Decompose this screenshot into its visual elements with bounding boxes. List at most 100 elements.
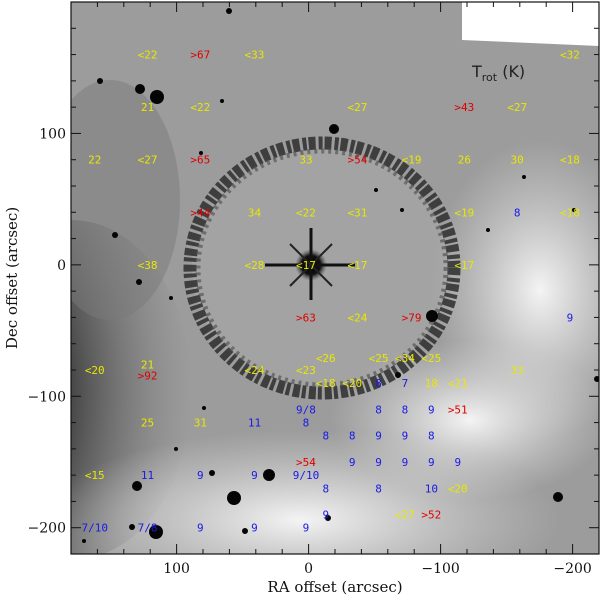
temperature-label: <22 bbox=[296, 206, 316, 219]
temperature-label: 8 bbox=[402, 403, 409, 416]
x-tick-label: −100 bbox=[421, 561, 459, 577]
dark-lane-left-upper bbox=[71, 80, 180, 320]
temperature-label: 8 bbox=[428, 430, 435, 443]
temperature-label: 9 bbox=[251, 522, 258, 535]
temperature-label: <27 bbox=[395, 509, 415, 522]
temperature-label: 9 bbox=[402, 456, 409, 469]
colorbar-key-label: Trot (K) bbox=[471, 62, 525, 84]
temperature-label: <25 bbox=[369, 352, 389, 365]
temperature-label: 9 bbox=[375, 456, 382, 469]
temperature-label: 11 bbox=[141, 469, 154, 482]
temperature-label: 9 bbox=[322, 509, 329, 522]
temperature-label: 10 bbox=[425, 482, 438, 495]
temperature-label: 9 bbox=[349, 456, 356, 469]
temperature-label: <32 bbox=[560, 49, 580, 62]
field-stars bbox=[82, 8, 599, 543]
temperature-label: 9 bbox=[428, 403, 435, 416]
temperature-label: 9 bbox=[375, 430, 382, 443]
temperature-label: 9 bbox=[251, 469, 258, 482]
temperature-label: <21 bbox=[448, 377, 468, 390]
temperature-label: <20 bbox=[448, 482, 468, 495]
temperature-label: <24 bbox=[245, 364, 265, 377]
blank-corner bbox=[462, 2, 599, 46]
temperature-label: 18 bbox=[425, 377, 438, 390]
temperature-label: <38 bbox=[138, 259, 158, 272]
temperature-label: <19 bbox=[454, 206, 474, 219]
key-unit: (K) bbox=[497, 62, 525, 81]
axis-tick-labels: 100 0 −100 −200 100 0 −100 −200 bbox=[28, 126, 592, 577]
temperature-label: 8 bbox=[375, 377, 382, 390]
y-axis-title: Dec offset (arcsec) bbox=[3, 207, 21, 349]
temperature-labels: <22 >67 <33 <32 21 <22 <27 >43 <27 22 <27 >65 33 >54 <… bbox=[82, 49, 580, 535]
temperature-label: <18 bbox=[560, 206, 580, 219]
y-tick-label: 0 bbox=[57, 258, 66, 274]
temperature-label: <18 bbox=[560, 154, 580, 167]
key-symbol: T bbox=[471, 62, 482, 81]
temperature-label: <31 bbox=[348, 206, 368, 219]
temperature-label: >92 bbox=[138, 369, 158, 382]
temperature-label: 8 bbox=[303, 417, 310, 430]
nebula-shell bbox=[183, 136, 461, 400]
key-subscript: rot bbox=[482, 71, 498, 84]
temperature-label: 8 bbox=[322, 430, 329, 443]
temperature-label: 11 bbox=[248, 417, 261, 430]
bright-region-lower-right bbox=[330, 340, 599, 500]
y-tick-label: −200 bbox=[28, 521, 66, 537]
temperature-label: <15 bbox=[85, 469, 105, 482]
temperature-label: 7/8 bbox=[138, 522, 158, 535]
temperature-label: 8 bbox=[375, 482, 382, 495]
temperature-label: <33 bbox=[245, 49, 265, 62]
temperature-label: >67 bbox=[190, 49, 210, 62]
temperature-label: 9 bbox=[402, 430, 409, 443]
x-tick-label: 0 bbox=[304, 561, 313, 577]
temperature-label: <22 bbox=[190, 101, 210, 114]
temperature-label: 9 bbox=[567, 311, 574, 324]
temperature-label: 21 bbox=[141, 101, 154, 114]
temperature-label: >79 bbox=[402, 311, 422, 324]
temperature-label: >52 bbox=[421, 509, 441, 522]
temperature-label: <22 bbox=[138, 49, 158, 62]
temperature-label: <17 bbox=[348, 259, 368, 272]
temperature-label: 26 bbox=[458, 154, 471, 167]
nebula-shell-inner bbox=[195, 148, 449, 388]
temperature-label: 8 bbox=[349, 430, 356, 443]
temperature-label: <23 bbox=[296, 364, 316, 377]
temperature-label: <20 bbox=[342, 377, 362, 390]
temperature-label: 33 bbox=[299, 154, 312, 167]
x-tick-label: 100 bbox=[163, 561, 190, 577]
temperature-label: <34 bbox=[395, 352, 415, 365]
temperature-label: <27 bbox=[138, 154, 158, 167]
temperature-label: >44 bbox=[190, 206, 210, 219]
temperature-label: <19 bbox=[402, 154, 422, 167]
temperature-label: >51 bbox=[448, 403, 468, 416]
temperature-label: <25 bbox=[421, 352, 441, 365]
temperature-label: 22 bbox=[88, 154, 101, 167]
temperature-label: 9 bbox=[303, 522, 310, 535]
temperature-label: 7/10 bbox=[82, 522, 109, 535]
y-tick-label: 100 bbox=[39, 126, 66, 142]
temperature-label: >65 bbox=[190, 154, 210, 167]
temperature-label: 25 bbox=[141, 417, 154, 430]
temperature-label: 7 bbox=[402, 377, 409, 390]
temperature-label: <24 bbox=[348, 311, 368, 324]
temperature-label: 30 bbox=[511, 154, 524, 167]
temperature-label: 9 bbox=[428, 456, 435, 469]
temperature-label: <20 bbox=[85, 364, 105, 377]
temperature-label: <17 bbox=[454, 259, 474, 272]
x-tick-label: −200 bbox=[553, 561, 591, 577]
temperature-label: >43 bbox=[454, 101, 474, 114]
temperature-label: 9/8 bbox=[296, 403, 316, 416]
temperature-label: >54 bbox=[296, 456, 316, 469]
temperature-label: 9 bbox=[454, 456, 461, 469]
temperature-label: 8 bbox=[375, 403, 382, 416]
axis-ticks bbox=[70, 1, 600, 555]
temperature-label: >63 bbox=[296, 311, 316, 324]
temperature-label: 33 bbox=[511, 364, 524, 377]
star-spike-diagonal-2 bbox=[289, 243, 333, 287]
temperature-label: 9 bbox=[197, 469, 204, 482]
temperature-label: 34 bbox=[248, 206, 262, 219]
temperature-label: <18 bbox=[316, 377, 336, 390]
temperature-label: 8 bbox=[514, 206, 521, 219]
